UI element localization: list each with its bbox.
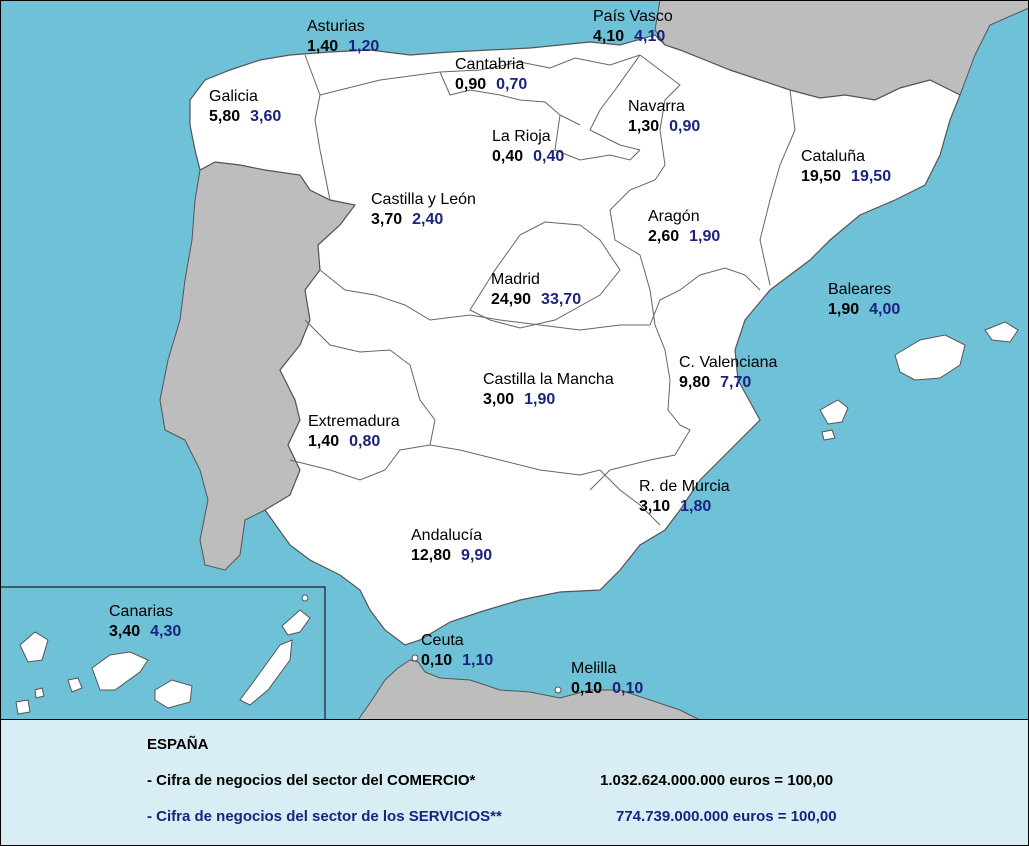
region-label-canarias: Canarias 3,40 4,30	[109, 602, 181, 642]
legend-servicios-label: - Cifra de negocios del sector de los SE…	[147, 808, 502, 825]
region-label-galicia: Galicia 5,80 3,60	[209, 87, 281, 127]
servicios-value: 0,80	[349, 433, 381, 450]
servicios-value: 0,10	[612, 680, 644, 697]
region-name: Baleares	[828, 281, 892, 298]
region-name: Cataluña	[801, 148, 866, 165]
comercio-value: 0,90	[455, 76, 487, 93]
region-label-melilla: Melilla 0,10 0,10	[571, 659, 643, 699]
region-label-castilla-y-leon: Castilla y León 3,70 2,40	[371, 190, 476, 230]
region-name: Canarias	[109, 603, 174, 620]
region-label-extremadura: Extremadura 1,40 0,80	[308, 412, 400, 452]
region-name: Madrid	[491, 271, 540, 288]
region-name: R. de Murcia	[639, 478, 730, 495]
comercio-value: 1,90	[828, 301, 860, 318]
comercio-value: 3,40	[109, 623, 141, 640]
comercio-value: 19,50	[801, 168, 842, 185]
servicios-value: 1,20	[348, 38, 380, 55]
region-name: C. Valenciana	[679, 354, 778, 371]
legend-comercio-value: 1.032.624.000.000 euros = 100,00	[600, 772, 834, 789]
region-name: Castilla y León	[371, 191, 476, 208]
region-name: Asturias	[307, 18, 365, 35]
legend-servicios-row: - Cifra de negocios del sector de los SE…	[147, 808, 947, 828]
servicios-value: 3,60	[250, 108, 282, 125]
legend-comercio-label: - Cifra de negocios del sector del COMER…	[147, 772, 476, 789]
comercio-value: 9,80	[679, 374, 711, 391]
servicios-value: 4,30	[150, 623, 182, 640]
servicios-value: 1,90	[689, 228, 721, 245]
region-label-asturias: Asturias 1,40 1,20	[307, 17, 379, 57]
region-label-navarra: Navarra 1,30 0,90	[628, 97, 700, 137]
servicios-value: 2,40	[412, 211, 444, 228]
comercio-value: 0,40	[492, 148, 524, 165]
comercio-value: 3,70	[371, 211, 403, 228]
servicios-value: 7,70	[720, 374, 752, 391]
servicios-value: 0,90	[669, 118, 701, 135]
region-label-pais-vasco: País Vasco 4,10 4,10	[593, 7, 673, 47]
region-name: Cantabria	[455, 56, 525, 73]
region-label-castilla-la-mancha: Castilla la Mancha 3,00 1,90	[483, 370, 614, 410]
region-label-la-rioja: La Rioja 0,40 0,40	[492, 127, 564, 167]
region-label-ceuta: Ceuta 0,10 1,10	[421, 631, 493, 671]
comercio-value: 0,10	[421, 652, 453, 669]
canarias-islands	[15, 594, 311, 715]
servicios-value: 33,70	[541, 291, 582, 308]
region-label-cantabria: Cantabria 0,90 0,70	[455, 55, 527, 95]
comercio-value: 3,00	[483, 391, 515, 408]
legend-title: ESPAÑA	[147, 736, 209, 753]
servicios-value: 19,50	[851, 168, 892, 185]
melilla-territory	[554, 686, 562, 694]
legend-servicios-value: 774.739.000.000 euros = 100,00	[616, 808, 837, 825]
morocco-landmass	[357, 659, 701, 720]
comercio-value: 1,40	[307, 38, 339, 55]
ceuta-territory	[411, 654, 419, 662]
region-name: La Rioja	[492, 128, 551, 145]
region-borders	[289, 54, 796, 526]
servicios-value: 0,70	[496, 76, 528, 93]
comercio-value: 24,90	[491, 291, 532, 308]
region-name: País Vasco	[593, 8, 673, 25]
servicios-value: 9,90	[461, 547, 493, 564]
comercio-value: 0,10	[571, 680, 603, 697]
servicios-value: 1,80	[680, 498, 712, 515]
spain-mainland	[189, 34, 961, 646]
comercio-value: 1,40	[308, 433, 340, 450]
region-label-c-valenciana: C. Valenciana 9,80 7,70	[679, 353, 777, 393]
servicios-value: 1,10	[462, 652, 494, 669]
region-name: Ceuta	[421, 632, 464, 649]
region-label-andalucia: Andalucía 12,80 9,90	[411, 526, 492, 566]
comercio-value: 5,80	[209, 108, 241, 125]
region-label-r-de-murcia: R. de Murcia 3,10 1,80	[639, 477, 730, 517]
comercio-value: 2,60	[648, 228, 680, 245]
region-name: Aragón	[648, 208, 700, 225]
region-name: Melilla	[571, 660, 617, 677]
spain-map	[0, 0, 1029, 720]
region-name: Extremadura	[308, 413, 400, 430]
servicios-value: 4,00	[869, 301, 901, 318]
servicios-value: 1,90	[524, 391, 556, 408]
region-label-baleares: Baleares 1,90 4,00	[828, 280, 900, 320]
servicios-value: 0,40	[533, 148, 565, 165]
comercio-value: 4,10	[593, 28, 625, 45]
servicios-value: 4,10	[634, 28, 666, 45]
legend-comercio-row: - Cifra de negocios del sector del COMER…	[147, 772, 947, 792]
baleares-islands	[819, 321, 1019, 441]
legend-panel: ESPAÑA - Cifra de negocios del sector de…	[0, 719, 1029, 846]
region-name: Navarra	[628, 98, 685, 115]
comercio-value: 3,10	[639, 498, 671, 515]
comercio-value: 1,30	[628, 118, 660, 135]
region-name: Andalucía	[411, 527, 483, 544]
region-label-cataluna: Cataluña 19,50 19,50	[801, 147, 891, 187]
region-name: Galicia	[209, 88, 258, 105]
region-label-aragon: Aragón 2,60 1,90	[648, 207, 720, 247]
region-name: Castilla la Mancha	[483, 371, 614, 388]
comercio-value: 12,80	[411, 547, 452, 564]
region-label-madrid: Madrid 24,90 33,70	[491, 270, 581, 310]
